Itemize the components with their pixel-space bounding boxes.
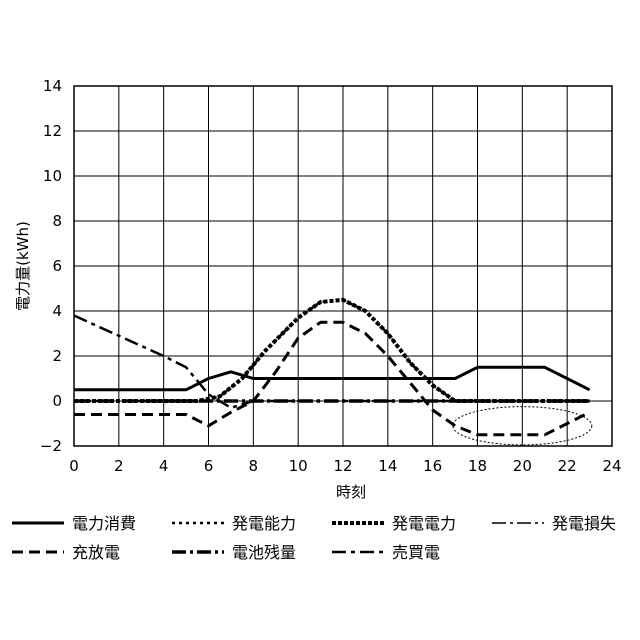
legend-label: 発電電力 <box>392 514 456 533</box>
legend-label: 電力消費 <box>72 514 136 533</box>
y-tick-label: 0 <box>52 392 62 410</box>
y-tick-label: −2 <box>40 437 62 455</box>
y-tick-label: 2 <box>52 347 62 365</box>
x-tick-label: 16 <box>423 457 442 475</box>
x-tick-label: 22 <box>558 457 577 475</box>
x-tick-labels: 024681012141618202224 <box>69 457 621 475</box>
y-tick-label: 8 <box>52 212 62 230</box>
legend-label: 充放電 <box>72 543 120 562</box>
x-tick-label: 8 <box>249 457 259 475</box>
y-tick-label: 6 <box>52 257 62 275</box>
legend-label: 発電能力 <box>232 514 296 533</box>
legend-label: 売買電 <box>392 543 440 562</box>
legend-label: 発電損失 <box>552 514 616 533</box>
legend: 電力消費 発電能力 発電電力 発電損失充放電 電池残量 売買電 <box>12 514 616 562</box>
y-axis-label: 電力量(kWh) <box>14 221 32 311</box>
y-tick-label: 14 <box>43 77 62 95</box>
y-tick-labels: −2 0 2 4 6 8 10 12 14 <box>40 77 62 455</box>
x-tick-label: 20 <box>513 457 532 475</box>
x-tick-label: 2 <box>114 457 124 475</box>
x-tick-label: 10 <box>289 457 308 475</box>
series-line-0 <box>74 367 590 390</box>
x-tick-label: 24 <box>602 457 621 475</box>
legend-label: 電池残量 <box>232 543 296 562</box>
x-tick-label: 18 <box>468 457 487 475</box>
series-line-6 <box>74 316 590 408</box>
x-tick-label: 4 <box>159 457 169 475</box>
x-tick-label: 12 <box>333 457 352 475</box>
x-axis-label: 時刻 <box>336 483 366 501</box>
x-tick-label: 14 <box>378 457 397 475</box>
x-tick-label: 0 <box>69 457 79 475</box>
y-tick-label: 10 <box>43 167 62 185</box>
series-layer <box>74 300 590 435</box>
y-tick-label: 12 <box>43 122 62 140</box>
x-tick-label: 6 <box>204 457 214 475</box>
y-tick-label: 4 <box>52 302 62 320</box>
grid <box>74 86 612 446</box>
